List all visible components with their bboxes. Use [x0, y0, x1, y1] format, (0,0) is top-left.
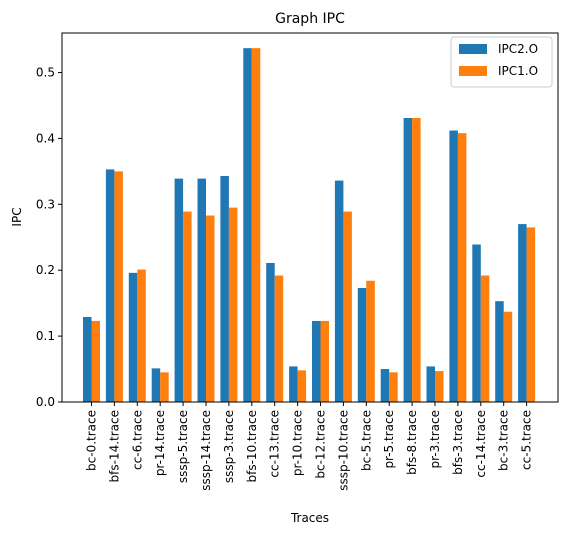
bar-ipc2-o-bc-0-trace — [83, 317, 92, 402]
y-tick-label: 0.4 — [36, 131, 55, 145]
y-tick-label: 0.5 — [36, 66, 55, 80]
bar-ipc1-o-sssp-5-trace — [183, 211, 192, 402]
x-tick-label: pr-5.trace — [382, 410, 396, 469]
bar-ipc2-o-sssp-5-trace — [174, 178, 184, 402]
bar-ipc2-o-pr-3-trace — [426, 366, 435, 402]
x-tick-label: cc-5.trace — [520, 410, 534, 470]
x-tick-label: pr-10.trace — [291, 410, 305, 476]
bar-ipc1-o-sssp-10-trace — [343, 211, 352, 402]
x-tick-label: sssp-14.trace — [199, 410, 213, 491]
bar-ipc2-o-bc-12-trace — [312, 320, 321, 402]
legend-swatch — [459, 44, 487, 54]
bar-ipc2-o-cc-13-trace — [266, 262, 275, 402]
bar-ipc2-o-pr-10-trace — [289, 366, 298, 402]
x-tick-label: bfs-8.trace — [405, 410, 419, 475]
x-axis-ticks: bc-0.trace bfs-14.trace cc-6.trace pr-14.tr… — [85, 402, 534, 491]
bar-ipc2-o-pr-5-trace — [380, 369, 390, 402]
bar-ipc2-o-sssp-3-trace — [220, 175, 229, 402]
chart-title: Graph IPC — [275, 11, 345, 27]
bar-ipc2-o-bc-5-trace — [357, 288, 367, 402]
bar-ipc1-o-bc-12-trace — [320, 320, 329, 402]
y-tick-label: 0.2 — [36, 263, 55, 277]
legend-swatch — [459, 66, 487, 76]
bar-ipc2-o-cc-6-trace — [128, 272, 138, 402]
bar-ipc2-o-bfs-3-trace — [449, 130, 458, 402]
legend-label: IPC1.O — [498, 64, 538, 78]
bar-ipc2-o-sssp-10-trace — [334, 180, 344, 402]
legend: IPC2.O IPC1.O — [450, 36, 553, 88]
y-tick-label: 0.3 — [36, 197, 55, 211]
x-tick-label: sssp-10.trace — [336, 410, 350, 491]
y-tick-label: 0.1 — [36, 329, 55, 343]
bar-ipc1-o-bc-3-trace — [503, 311, 513, 402]
x-tick-label: cc-13.trace — [268, 410, 282, 478]
x-tick-label: cc-14.trace — [474, 410, 488, 478]
bar-ipc1-o-pr-10-trace — [297, 370, 307, 402]
x-tick-label: sssp-5.trace — [176, 410, 190, 483]
bar-ipc1-o-sssp-14-trace — [206, 215, 215, 402]
bars-layer — [83, 48, 536, 402]
x-tick-label: bfs-3.trace — [451, 410, 465, 475]
legend-label: IPC2.O — [498, 42, 538, 56]
bar-ipc2-o-cc-14-trace — [472, 244, 481, 402]
x-tick-label: bfs-14.trace — [107, 410, 121, 482]
bar-ipc1-o-bfs-8-trace — [412, 118, 421, 402]
x-tick-label: pr-3.trace — [428, 410, 442, 469]
x-tick-label: bc-0.trace — [85, 410, 99, 471]
bar-ipc1-o-cc-14-trace — [480, 275, 490, 402]
bar-ipc1-o-pr-14-trace — [160, 372, 169, 402]
x-tick-label: bfs-10.trace — [245, 410, 259, 482]
bar-ipc1-o-pr-3-trace — [435, 371, 444, 402]
x-tick-label: bc-3.trace — [497, 410, 511, 471]
x-tick-label: sssp-3.trace — [222, 410, 236, 483]
plot-frame — [61, 32, 559, 403]
bar-ipc1-o-bfs-14-trace — [114, 171, 123, 402]
bar-ipc1-o-bfs-10-trace — [251, 48, 261, 402]
bar-ipc1-o-pr-5-trace — [389, 372, 398, 402]
y-axis-ticks: 0.0 0.1 0.2 0.3 0.4 0.5 — [36, 66, 62, 409]
bar-ipc2-o-sssp-14-trace — [197, 178, 206, 402]
x-tick-label: pr-14.trace — [153, 410, 167, 476]
x-tick-label: bc-12.trace — [314, 410, 328, 479]
bar-ipc1-o-cc-5-trace — [526, 227, 536, 402]
y-axis-label: IPC — [10, 207, 24, 226]
x-axis-label: Traces — [290, 511, 329, 525]
bar-ipc1-o-cc-6-trace — [137, 269, 146, 402]
bar-ipc2-o-pr-14-trace — [151, 368, 161, 402]
bar-ipc1-o-bc-0-trace — [91, 320, 100, 402]
bar-ipc2-o-cc-5-trace — [518, 224, 527, 402]
bar-ipc2-o-bc-3-trace — [495, 301, 504, 402]
bar-ipc2-o-bfs-8-trace — [403, 118, 413, 402]
bar-ipc1-o-bfs-3-trace — [457, 133, 467, 402]
bar-ipc2-o-bfs-14-trace — [105, 169, 115, 402]
bar-ipc1-o-bc-5-trace — [366, 280, 375, 402]
bar-ipc2-o-bfs-10-trace — [243, 48, 252, 402]
x-tick-label: bc-5.trace — [359, 410, 373, 471]
bar-ipc1-o-cc-13-trace — [274, 275, 284, 402]
y-tick-label: 0.0 — [36, 395, 55, 409]
bar-ipc1-o-sssp-3-trace — [228, 207, 238, 402]
x-tick-label: cc-6.trace — [130, 410, 144, 470]
